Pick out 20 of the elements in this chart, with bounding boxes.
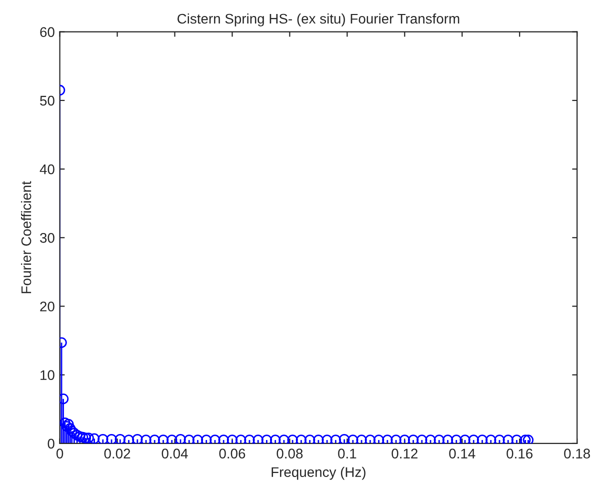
y-tick-label: 50 (40, 96, 54, 106)
y-tick-label: 40 (40, 164, 54, 174)
x-tick-label: 0.14 (449, 448, 476, 459)
x-tick-label: 0.02 (104, 448, 130, 459)
x-tick-label: 0.12 (392, 448, 418, 459)
y-tick-label: 30 (40, 232, 54, 243)
y-axis-title: Fourier Coefficient (20, 181, 32, 294)
y-tick-label: 20 (40, 302, 54, 312)
y-tick-label: 60 (40, 27, 54, 38)
x-tick-label: 0.06 (219, 448, 246, 459)
y-tick-label: 10 (40, 370, 54, 380)
x-tick-label: 0.18 (564, 448, 590, 459)
chart-title: Cistern Spring HS- (ex situ) Fourier Transform (178, 13, 460, 26)
x-tick-label: 0 (56, 448, 64, 459)
x-axis-title: Frequency (Hz) (272, 466, 366, 480)
x-tick-label: 0.1 (338, 448, 356, 459)
y-tick-label: 0 (48, 438, 54, 449)
x-tick-label: 0.08 (276, 448, 303, 459)
x-tick-label: 0.04 (162, 448, 188, 459)
x-tick-label: 0.16 (506, 448, 532, 459)
